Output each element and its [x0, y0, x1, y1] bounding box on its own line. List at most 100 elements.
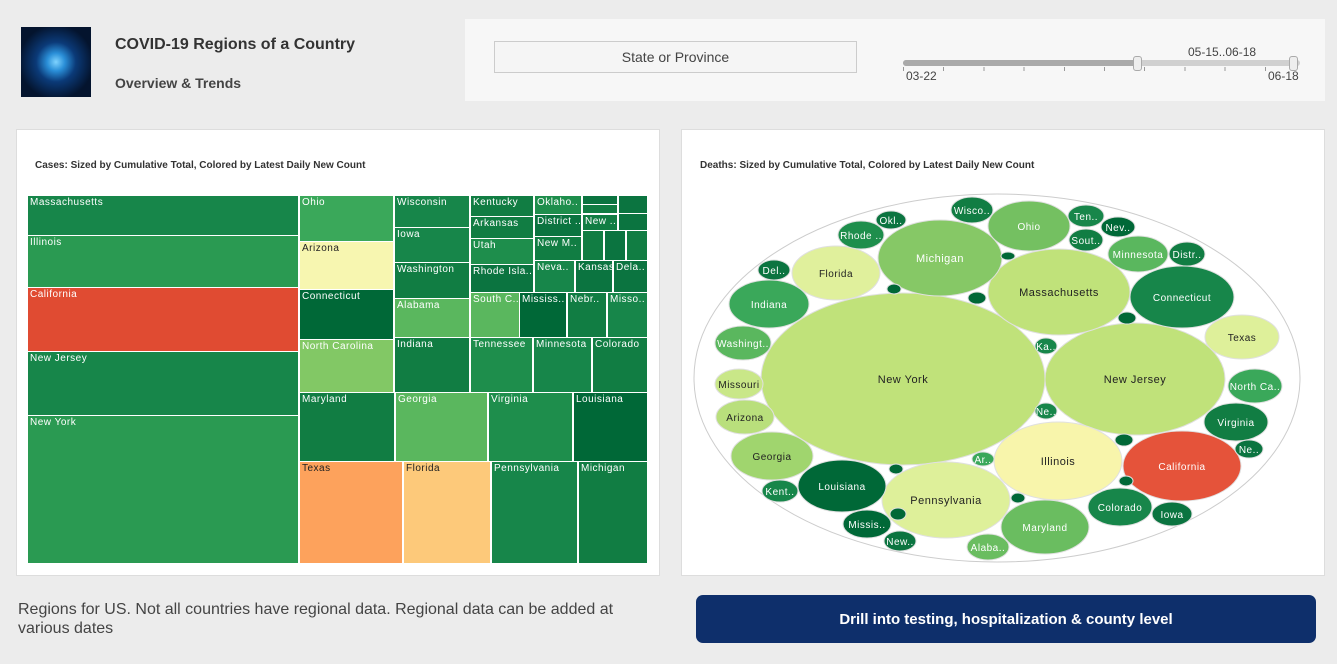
deaths-chart-title: Deaths: Sized by Cumulative Total, Color…	[700, 160, 1035, 171]
tile-label: Louisiana	[576, 394, 624, 405]
treemap-tile[interactable]: Alabama	[394, 298, 470, 338]
bubble[interactable]	[714, 368, 764, 400]
bubble[interactable]	[761, 479, 799, 503]
bubble[interactable]	[875, 210, 907, 230]
treemap-tile[interactable]: New M..	[534, 236, 582, 261]
bubble[interactable]	[1067, 204, 1105, 228]
bubble[interactable]	[889, 507, 907, 521]
treemap-tile[interactable]: South C..	[470, 292, 520, 338]
tile-label: Misso..	[610, 294, 646, 305]
bubble[interactable]	[1044, 322, 1226, 436]
bubble[interactable]	[1151, 501, 1193, 527]
bubble[interactable]	[1034, 402, 1058, 420]
bubble[interactable]	[987, 248, 1131, 336]
bubble[interactable]	[837, 220, 885, 250]
bubble[interactable]	[842, 509, 892, 539]
treemap-tile[interactable]: North Carolina	[299, 339, 394, 393]
tile-label: Iowa	[397, 229, 421, 240]
treemap-tile[interactable]: Colorado	[592, 337, 648, 393]
treemap-tile[interactable]: Virginia	[488, 392, 573, 462]
treemap-tile[interactable]	[604, 230, 626, 261]
bubble[interactable]	[1068, 228, 1104, 252]
bubble[interactable]	[757, 259, 791, 281]
bubble[interactable]	[1100, 216, 1136, 238]
drill-into-testing-button[interactable]: Drill into testing, hospitalization & co…	[696, 595, 1316, 643]
bubble[interactable]	[888, 463, 904, 475]
treemap-tile[interactable]: New York	[27, 415, 299, 564]
bubble[interactable]	[1034, 337, 1058, 355]
bubble[interactable]	[1204, 314, 1280, 360]
treemap-tile[interactable]: Florida	[403, 461, 491, 564]
bubble[interactable]	[1010, 492, 1026, 504]
tile-label: Tennessee	[473, 339, 526, 350]
bubble[interactable]	[950, 196, 994, 224]
treemap-tile[interactable]: Minnesota	[533, 337, 592, 393]
treemap-tile[interactable]: Louisiana	[573, 392, 648, 462]
bubble-label: Michigan	[916, 253, 964, 265]
bubble[interactable]	[1227, 368, 1283, 404]
bubble[interactable]	[797, 459, 887, 513]
treemap-tile[interactable]: Neva..	[534, 260, 575, 293]
bubble-label: Pennsylvania	[910, 495, 982, 507]
state-or-province-button[interactable]: State or Province	[494, 41, 857, 73]
bubble-label: Missouri	[718, 380, 759, 391]
bubble[interactable]	[1168, 241, 1206, 267]
treemap-tile[interactable]: Ohio	[299, 195, 394, 242]
bubble[interactable]	[1114, 433, 1134, 447]
tile-label: South C..	[473, 294, 520, 305]
tile-label: Illinois	[30, 237, 62, 248]
bubble[interactable]	[886, 283, 902, 295]
tile-label: Neva..	[537, 262, 569, 273]
treemap-tile[interactable]: Connecticut	[299, 289, 394, 340]
tile-label: Minnesota	[536, 339, 587, 350]
treemap-tile[interactable]: New Jersey	[27, 351, 299, 416]
bubble[interactable]	[715, 399, 775, 435]
bubble-label: Sout..	[1071, 236, 1100, 247]
treemap-tile[interactable]: Kansas	[575, 260, 613, 293]
date-range-slider[interactable]: 05-15..06-18 03-22 06-18	[903, 45, 1303, 85]
bubble-label: Virginia	[1217, 418, 1254, 429]
bubble[interactable]	[791, 245, 881, 301]
treemap-tile[interactable]: California	[27, 287, 299, 352]
bubble-label: Florida	[819, 269, 853, 280]
treemap-tile[interactable]: Washington	[394, 262, 470, 299]
bubble-label: Alaba..	[971, 543, 1006, 554]
treemap-tile[interactable]: Pennsylvania	[491, 461, 578, 564]
treemap-tile[interactable]: Nebr..	[567, 292, 607, 338]
bubble[interactable]	[1000, 499, 1090, 555]
bubble[interactable]	[987, 200, 1071, 252]
treemap-tile[interactable]: Texas	[299, 461, 403, 564]
tile-label: New York	[30, 417, 77, 428]
bubble[interactable]	[1000, 251, 1016, 261]
deaths-bubble-panel: Deaths: Sized by Cumulative Total, Color…	[681, 129, 1325, 576]
bubble[interactable]	[1203, 402, 1269, 442]
treemap-tile[interactable]: Tennessee	[470, 337, 533, 393]
treemap-tile[interactable]: Georgia	[395, 392, 488, 462]
coronavirus-logo	[21, 27, 91, 97]
bubble[interactable]	[1087, 487, 1153, 527]
tile-label: Kentucky	[473, 197, 519, 208]
bubble[interactable]	[967, 291, 987, 305]
treemap-tile[interactable]: Indiana	[394, 337, 470, 393]
treemap-tile[interactable]	[582, 230, 604, 261]
treemap-tile[interactable]	[582, 204, 618, 214]
treemap-tile[interactable]: Massachusetts	[27, 195, 299, 236]
bubble[interactable]	[730, 431, 814, 481]
bubble[interactable]	[714, 325, 772, 361]
bubble[interactable]	[1117, 311, 1137, 325]
bubble[interactable]	[1234, 439, 1264, 459]
treemap-tile[interactable]: Michigan	[578, 461, 648, 564]
bubble[interactable]	[1107, 235, 1169, 273]
bubble[interactable]	[881, 461, 1011, 539]
treemap-tile[interactable]: Maryland	[299, 392, 395, 462]
bubble[interactable]	[966, 533, 1010, 561]
bubble[interactable]	[1118, 475, 1134, 487]
tile-label: California	[30, 289, 78, 300]
treemap-tile[interactable]	[618, 213, 648, 231]
bubble[interactable]	[883, 530, 917, 552]
tile-label: Georgia	[398, 394, 438, 405]
bubble[interactable]	[1122, 430, 1242, 502]
slider-start-handle[interactable]	[1133, 56, 1142, 71]
bubble[interactable]	[971, 451, 995, 467]
slider-end-handle[interactable]	[1289, 56, 1298, 71]
